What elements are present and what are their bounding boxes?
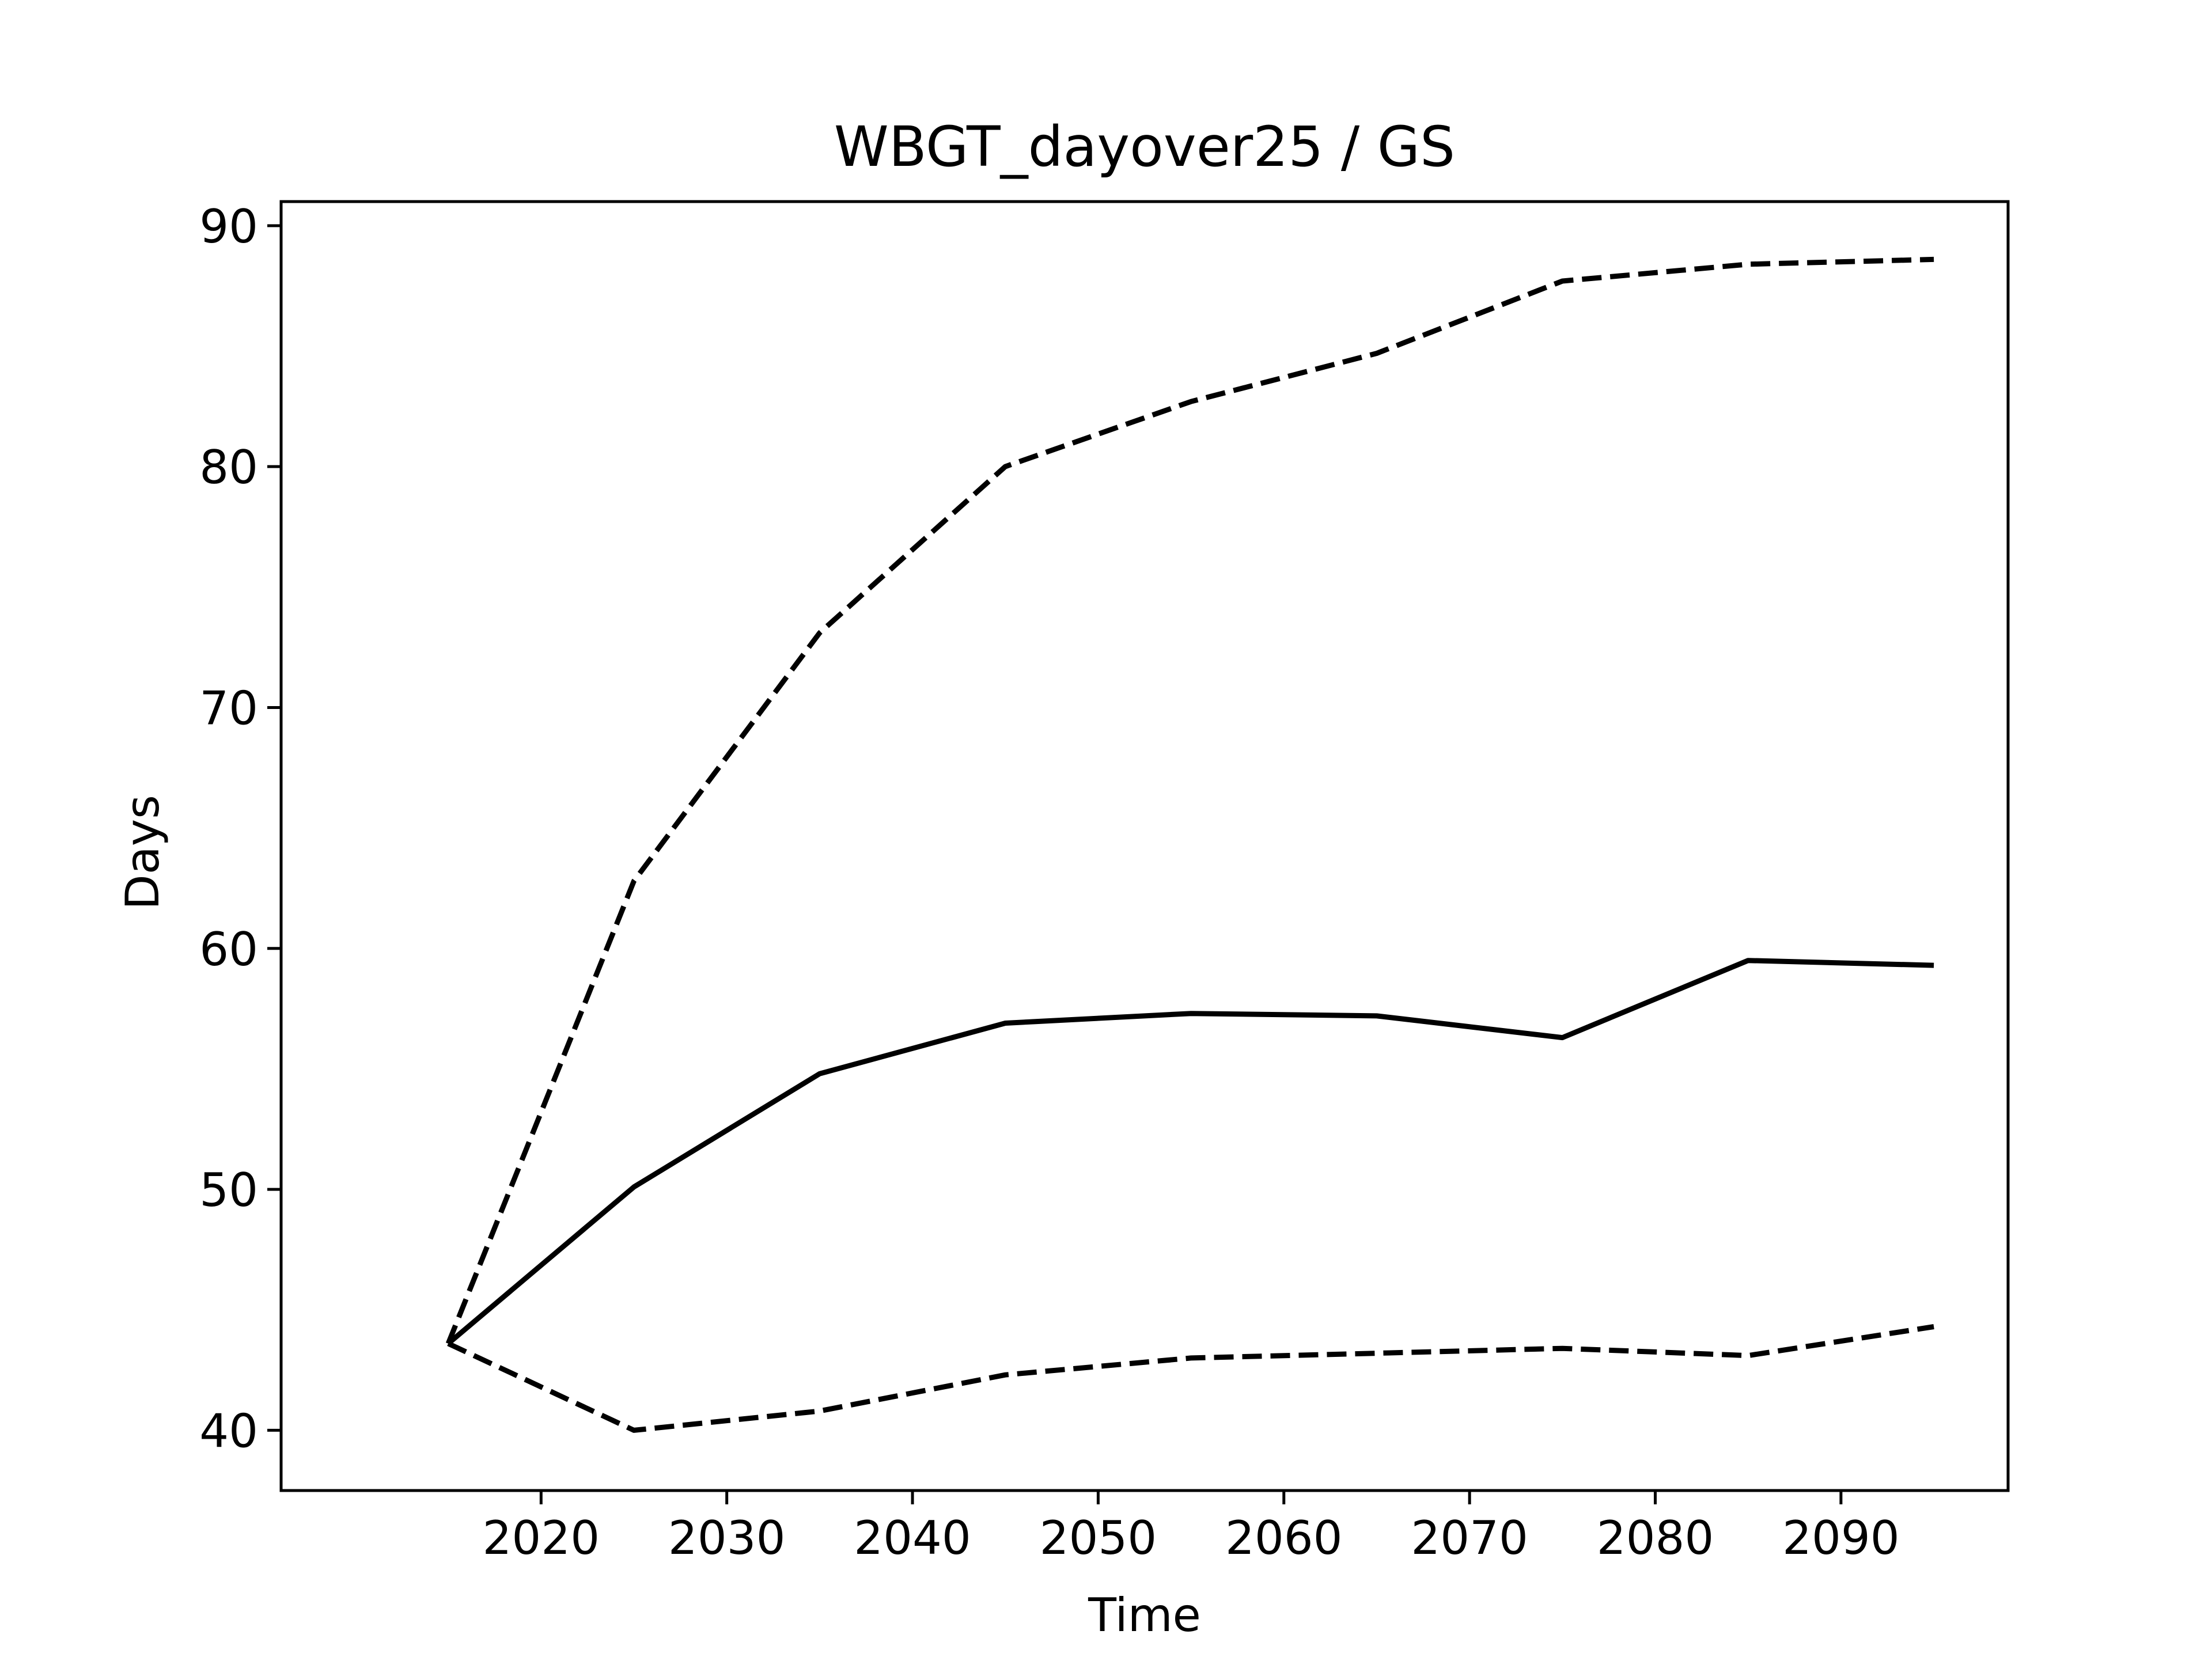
plot-area-frame — [279, 200, 2010, 1492]
y-tick-label: 40 — [199, 1404, 258, 1458]
series-layer — [445, 256, 1934, 1433]
series-line-1 — [446, 958, 1934, 1346]
y-tick-label: 60 — [199, 923, 258, 976]
x-axis-ticks: 2020 2030 2040 2050 2060 2070 2080 2090 — [483, 1491, 1900, 1565]
series-line-2 — [445, 256, 1934, 1345]
y-tick-label: 90 — [199, 200, 258, 253]
y-axis-label: Days — [116, 795, 169, 910]
x-tick-label: 2020 — [483, 1511, 600, 1565]
y-axis-ticks: 40 50 60 70 80 90 — [199, 200, 281, 1458]
x-tick-label: 2040 — [854, 1511, 971, 1565]
x-tick-label: 2050 — [1040, 1511, 1157, 1565]
x-tick-label: 2030 — [668, 1511, 786, 1565]
y-tick-label: 80 — [199, 441, 258, 494]
chart-title: WBGT_dayover25 / GS — [834, 115, 1455, 179]
x-tick-label: 2070 — [1411, 1511, 1528, 1565]
y-tick-label: 70 — [199, 681, 258, 735]
series-line-3 — [447, 1324, 1934, 1433]
y-tick-label: 50 — [199, 1163, 258, 1217]
x-tick-label: 2060 — [1225, 1511, 1343, 1565]
x-tick-label: 2090 — [1782, 1511, 1900, 1565]
x-axis-label: Time — [1088, 1588, 1201, 1642]
x-tick-label: 2080 — [1597, 1511, 1714, 1565]
